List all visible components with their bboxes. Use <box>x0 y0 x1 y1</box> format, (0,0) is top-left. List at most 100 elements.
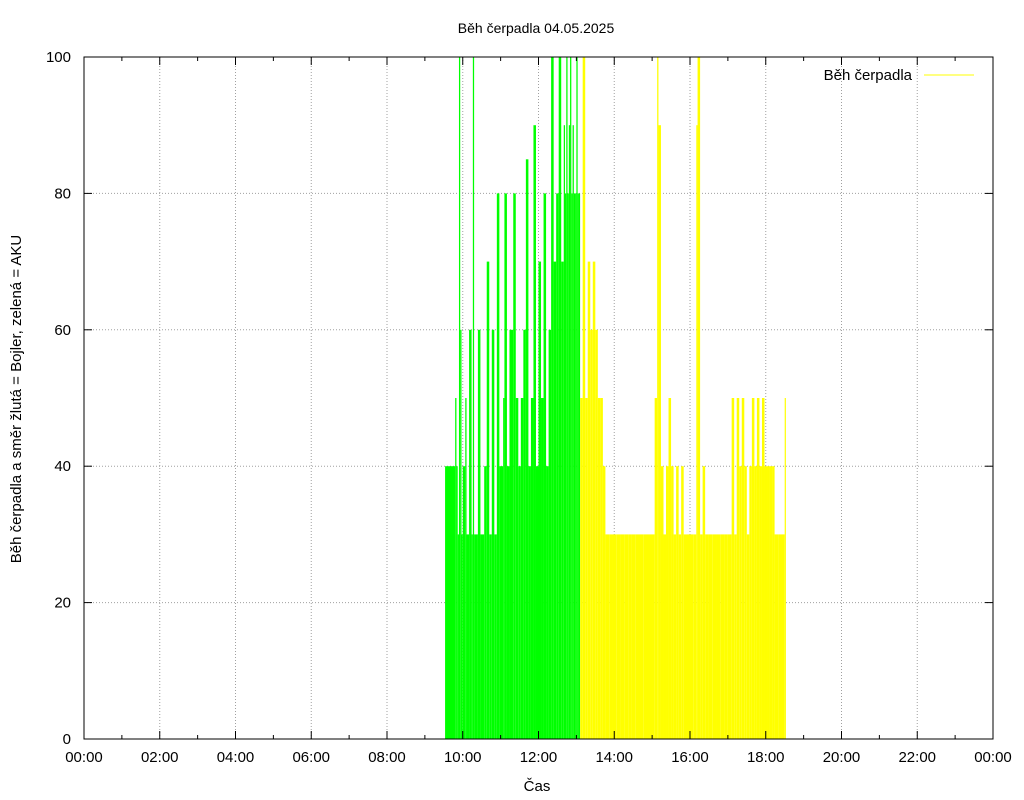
green-bar <box>575 193 577 739</box>
yellow-bar <box>658 125 661 739</box>
yellow-bar <box>681 466 684 739</box>
green-bar <box>509 329 514 739</box>
green-bar <box>460 329 462 739</box>
green-bar <box>477 329 481 739</box>
yellow-bar <box>668 398 672 739</box>
green-bar <box>567 193 569 739</box>
y-tick-label: 60 <box>54 322 71 339</box>
data-bars <box>445 57 786 740</box>
yellow-bar <box>731 398 735 739</box>
yellow-bar <box>590 329 593 739</box>
green-bar <box>523 329 526 739</box>
x-tick-label: 16:00 <box>671 749 709 766</box>
green-bar <box>565 193 567 739</box>
y-tick-label: 20 <box>54 595 71 612</box>
yellow-bar <box>774 534 779 739</box>
yellow-bar <box>712 534 717 739</box>
y-tick-label: 0 <box>63 731 71 748</box>
yellow-bar <box>720 534 725 739</box>
yellow-bar <box>624 534 629 739</box>
green-bar <box>553 261 557 739</box>
green-bar <box>546 466 549 739</box>
x-tick-labels: 00:00 02:00 04:00 06:00 08:00 10:00 12:00 14:00… <box>65 749 1012 766</box>
yellow-bar <box>597 398 601 739</box>
yellow-bar <box>772 466 775 739</box>
yellow-bar <box>784 398 786 739</box>
yellow-bar <box>741 398 745 739</box>
yellow-bar <box>660 466 664 739</box>
x-tick-label: 14:00 <box>595 749 633 766</box>
y-axis-label: Běh čerpadla a směr žlutá = Bojler, zele… <box>8 235 25 564</box>
yellow-bar <box>587 261 591 739</box>
yellow-bar <box>683 534 690 739</box>
yellow-bar <box>678 534 682 739</box>
y-tick-label: 100 <box>46 49 71 66</box>
yellow-bar <box>616 534 621 739</box>
yellow-bar <box>595 329 598 739</box>
green-bar <box>578 193 581 739</box>
yellow-bar <box>746 534 750 739</box>
yellow-bar <box>754 466 757 739</box>
green-bar <box>489 534 492 739</box>
x-tick-label: 12:00 <box>520 749 558 766</box>
green-bar <box>496 193 500 739</box>
y-tick-label: 80 <box>54 185 71 202</box>
green-bar <box>572 125 574 739</box>
yellow-bar <box>697 57 701 739</box>
yellow-bar <box>657 57 659 739</box>
yellow-bar <box>727 534 732 739</box>
yellow-bar <box>764 466 768 739</box>
yellow-bar <box>756 398 760 739</box>
yellow-bar <box>761 398 765 739</box>
green-bar <box>548 329 552 739</box>
green-bar <box>530 398 534 739</box>
yellow-bar <box>700 534 703 739</box>
yellow-bar <box>696 125 698 739</box>
yellow-bar <box>778 534 785 739</box>
yellow-bar <box>724 534 728 739</box>
yellow-bar <box>734 534 737 739</box>
yellow-bar <box>676 466 679 739</box>
green-bar <box>568 125 571 739</box>
green-bar <box>566 57 568 739</box>
legend-label: Běh čerpadla <box>824 67 913 84</box>
x-tick-label: 02:00 <box>141 749 179 766</box>
yellow-bar <box>769 466 773 739</box>
yellow-bar <box>671 466 674 739</box>
green-bar <box>533 125 536 739</box>
green-bar <box>563 125 566 739</box>
yellow-bar <box>631 534 636 739</box>
green-bar <box>486 261 490 739</box>
yellow-bar <box>759 466 762 739</box>
green-bar <box>458 57 461 739</box>
yellow-bar <box>605 534 610 739</box>
legend: Běh čerpadla <box>824 67 974 84</box>
yellow-bar <box>739 466 742 739</box>
green-bar <box>576 57 578 739</box>
chart-title: Běh čerpadla 04.05.2025 <box>458 20 615 36</box>
green-bar <box>456 466 458 739</box>
green-bar <box>570 57 572 739</box>
green-bar <box>503 398 505 739</box>
green-bar <box>471 534 473 739</box>
green-bar <box>543 193 547 739</box>
green-bar <box>551 57 554 739</box>
yellow-bar <box>639 534 644 739</box>
axis-ticks <box>83 56 994 740</box>
green-bar <box>466 534 470 739</box>
x-tick-label: 06:00 <box>292 749 330 766</box>
yellow-bar <box>666 466 669 739</box>
green-bar <box>520 398 524 739</box>
yellow-bar <box>628 534 632 739</box>
yellow-bar <box>602 466 606 739</box>
yellow-bar <box>767 466 770 739</box>
yellow-bar <box>612 534 617 739</box>
green-bar <box>525 159 529 740</box>
yellow-bar <box>620 534 625 739</box>
green-bar <box>535 466 539 739</box>
green-bar <box>504 193 507 739</box>
yellow-bar <box>582 57 586 739</box>
x-tick-label: 00:00 <box>974 749 1012 766</box>
green-bar <box>465 398 467 739</box>
